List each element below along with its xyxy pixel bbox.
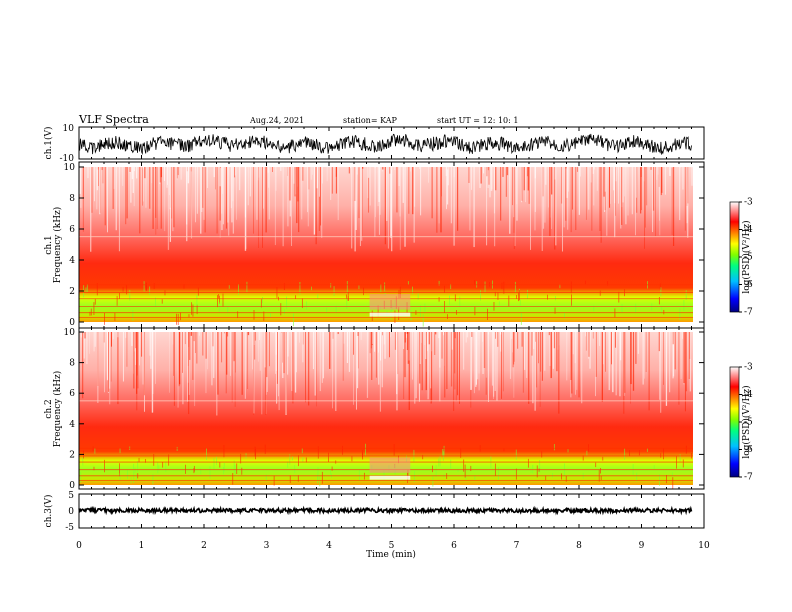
ch2-spectrogram-ytick-label: 8	[69, 359, 75, 369]
spectrogram-disturbance	[369, 475, 411, 480]
ch2-colorbar-tick-label: -3	[744, 363, 753, 373]
ch2-colorbar-tick-label: -6	[744, 445, 753, 455]
x-tick-label: 3	[264, 541, 270, 551]
x-tick-label: 0	[76, 541, 82, 551]
ch1-spectrogram-ytick-label: 8	[69, 194, 75, 204]
ch3-waveform-panel: 5 0 -5 ch.3(V)	[43, 491, 705, 533]
ch1-waveform-frame	[78, 126, 705, 160]
ch1-ytick-label: 10	[63, 124, 75, 134]
ch2-spectrogram-texture	[79, 332, 693, 490]
x-tick-label: 2	[201, 541, 207, 551]
ch1-colorbar-tick-label: -5	[744, 253, 753, 263]
ch1-colorbar-tick-label: -6	[744, 280, 753, 290]
ch2-colorbar-label: log(PSD)(V²/Hz)	[741, 385, 752, 458]
ch1-colorbar-tick-label: -4	[744, 225, 753, 235]
ch1-spectrogram-ytick-label: 4	[69, 256, 75, 266]
ch1-spectrogram-ytick-label: 2	[69, 287, 75, 297]
ch1-spectrogram-ylabel-frequency: Frequency (kHz)	[52, 207, 63, 284]
x-tick-label: 1	[139, 541, 145, 551]
ch2-spectrogram-ytick-label: 6	[69, 389, 75, 399]
x-axis: 0 1 2 3 4 5 6 7 8 9 10	[76, 127, 710, 551]
ch2-spectrogram-ytick-label: 10	[64, 328, 76, 338]
ch2-colorbar	[729, 366, 740, 478]
x-tick-label: 5	[389, 541, 395, 551]
x-tick-label: 7	[514, 541, 520, 551]
spectrogram-disturbance	[369, 312, 411, 317]
ch2-spectrogram-ylabel-channel: ch.2	[44, 399, 54, 418]
ch3-ytick-label: -5	[65, 523, 74, 533]
ch3-ylabel: ch.3(V)	[43, 495, 54, 528]
spectrogram-disturbance	[369, 294, 411, 310]
ch2-colorbar-tick-label: -7	[744, 473, 753, 483]
ch1-spectrogram-ylabel-channel: ch.1	[44, 235, 54, 254]
ch1-spectrogram-ytick-label: 6	[69, 225, 75, 235]
ch1-colorbar-label: log(PSD)(V²/Hz)	[741, 220, 752, 293]
ch1-ytick-label: -10	[60, 154, 75, 164]
figure-title: VLF Spectra	[78, 113, 149, 126]
station-label: station= KAP	[343, 116, 398, 125]
date-label: Aug.24, 2021	[249, 116, 304, 125]
ch1-colorbar-tick-label: -3	[744, 198, 753, 208]
ch3-waveform-trace	[78, 505, 693, 516]
spectrogram-disturbance	[369, 457, 411, 473]
ch2-spectrogram-ytick-label: 0	[69, 481, 75, 491]
ch3-ytick-label: 5	[68, 491, 74, 501]
ch1-ylabel: ch.1(V)	[43, 127, 54, 160]
ch1-spectrogram-ytick-label: 0	[69, 318, 75, 328]
ch2-colorbar-tick-label: -5	[744, 418, 753, 428]
x-tick-label: 9	[639, 541, 645, 551]
ch1-waveform-trace	[78, 133, 692, 156]
x-tick-label: 8	[576, 541, 582, 551]
x-axis-label: Time (min)	[366, 549, 416, 560]
ch2-spectrogram-ylabel-frequency: Frequency (kHz)	[52, 371, 63, 448]
ch2-spectrogram-ytick-label: 4	[69, 420, 75, 430]
ch1-spectrogram-texture	[79, 167, 693, 327]
ch1-spectrogram-ytick-label: 10	[64, 163, 76, 173]
ch2-colorbar-tick-label: -4	[744, 390, 753, 400]
ch1-colorbar	[729, 201, 740, 313]
x-tick-label: 10	[698, 541, 710, 551]
ch3-ytick-label: 0	[68, 507, 74, 517]
x-tick-label: 4	[326, 541, 332, 551]
ch1-waveform-panel: 10 -10 ch.1(V)	[43, 124, 705, 164]
start-time-label: start UT = 12: 10: 1	[437, 116, 518, 125]
x-tick-label: 6	[451, 541, 457, 551]
ch1-colorbar-tick-label: -7	[744, 308, 753, 318]
ch2-spectrogram-ytick-label: 2	[69, 450, 75, 460]
